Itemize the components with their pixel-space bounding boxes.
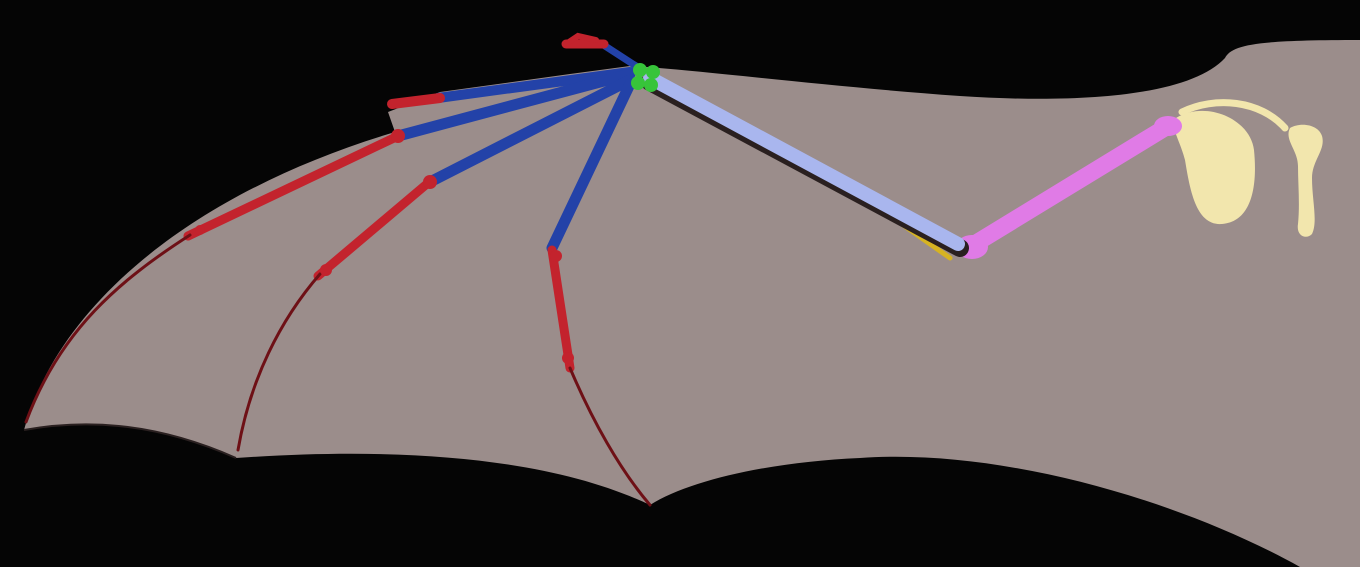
phalanx-2 (387, 93, 445, 109)
metacarpal-5 (546, 78, 636, 254)
humerus (959, 117, 1177, 257)
membrane-edge-line (23, 423, 237, 459)
wing-membrane (24, 40, 1360, 567)
metacarpal-1 (598, 40, 640, 70)
phalanx-5b (568, 366, 652, 507)
phalanx-3b (24, 233, 192, 424)
shoulder-girdle (1174, 99, 1323, 237)
scapula (1174, 110, 1255, 225)
metacarpal-2 (433, 67, 635, 103)
phalanx-4a (313, 178, 433, 281)
sternum (1288, 124, 1323, 237)
digit-2 (387, 67, 635, 109)
thumb-claw (563, 32, 599, 47)
radius (643, 71, 965, 251)
metacarpal-4 (424, 74, 636, 188)
phalanx-4b (236, 272, 322, 452)
clavicle (1178, 99, 1289, 132)
digit-1-thumb (561, 32, 640, 70)
carpals (631, 63, 660, 92)
digit-4 (236, 74, 636, 452)
phalanx-joints (195, 129, 574, 364)
metacarpal-3 (392, 68, 636, 142)
digit-3 (24, 68, 636, 424)
humerus-head (1154, 116, 1182, 136)
phalanx-3a (183, 132, 401, 241)
